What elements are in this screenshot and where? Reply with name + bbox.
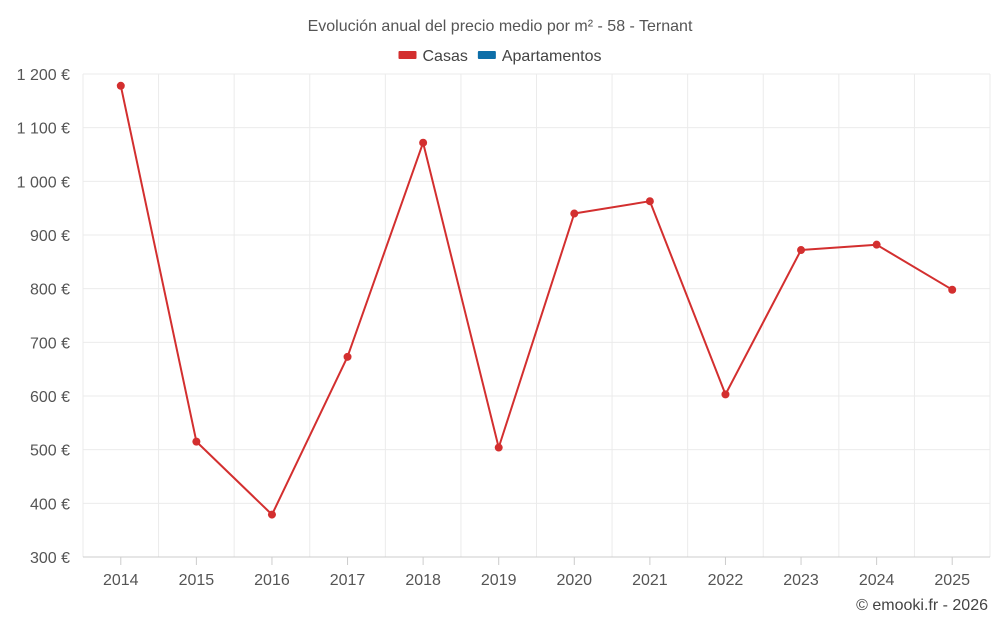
- data-point[interactable]: [948, 285, 957, 294]
- data-point[interactable]: [797, 246, 806, 255]
- legend-label: Apartamentos: [502, 48, 602, 65]
- y-tick-label: 500 €: [30, 443, 70, 460]
- x-tick-label: 2018: [405, 572, 441, 589]
- data-point[interactable]: [419, 138, 428, 147]
- legend-item-casas[interactable]: Casas: [398, 48, 468, 65]
- legend-swatch: [398, 51, 417, 59]
- x-tick-label: 2016: [254, 572, 290, 589]
- x-tick-label: 2025: [934, 572, 970, 589]
- y-tick-label: 400 €: [30, 496, 70, 513]
- data-point[interactable]: [872, 240, 881, 249]
- x-tick-label: 2014: [103, 572, 139, 589]
- y-tick-label: 600 €: [30, 389, 70, 406]
- series-line-casas: [119, 85, 953, 516]
- data-point[interactable]: [494, 443, 503, 452]
- series-layer: [116, 81, 957, 519]
- y-tick-label: 1 100 €: [17, 121, 70, 138]
- y-tick-label: 800 €: [30, 282, 70, 299]
- data-point[interactable]: [570, 209, 579, 218]
- x-tick-label: 2024: [859, 572, 895, 589]
- y-tick-label: 1 000 €: [17, 174, 70, 191]
- chart-title: Evolución anual del precio medio por m² …: [308, 18, 693, 35]
- data-point[interactable]: [343, 352, 352, 361]
- data-point[interactable]: [116, 81, 125, 90]
- legend-label: Casas: [423, 48, 468, 65]
- data-point[interactable]: [192, 437, 201, 446]
- x-tick-label: 2022: [708, 572, 744, 589]
- grid: [82, 73, 991, 557]
- x-tick-label: 2021: [632, 572, 668, 589]
- x-tick-label: 2017: [330, 572, 366, 589]
- y-tick-label: 1 200 €: [17, 67, 70, 84]
- data-point[interactable]: [721, 390, 730, 399]
- data-point[interactable]: [267, 510, 276, 519]
- data-point[interactable]: [645, 197, 654, 206]
- legend: Casas Apartamentos: [398, 48, 602, 65]
- legend-swatch: [477, 51, 496, 59]
- x-tick-label: 2015: [179, 572, 215, 589]
- x-axis: 2014 2015 2016 2017 2018 2019 2020 2021 2022 2023…: [83, 556, 990, 589]
- y-tick-label: 300 €: [30, 550, 70, 567]
- y-axis: 300 € 400 € 500 € 600 € 700 € 800 € 900 € 1 000…: [17, 67, 70, 567]
- credit-text: © emooki.fr - 2026: [856, 597, 988, 614]
- y-tick-label: 700 €: [30, 335, 70, 352]
- y-tick-label: 900 €: [30, 228, 70, 245]
- x-tick-label: 2023: [783, 572, 819, 589]
- x-tick-label: 2019: [481, 572, 517, 589]
- x-tick-label: 2020: [556, 572, 592, 589]
- legend-item-apartamentos[interactable]: Apartamentos: [477, 48, 602, 65]
